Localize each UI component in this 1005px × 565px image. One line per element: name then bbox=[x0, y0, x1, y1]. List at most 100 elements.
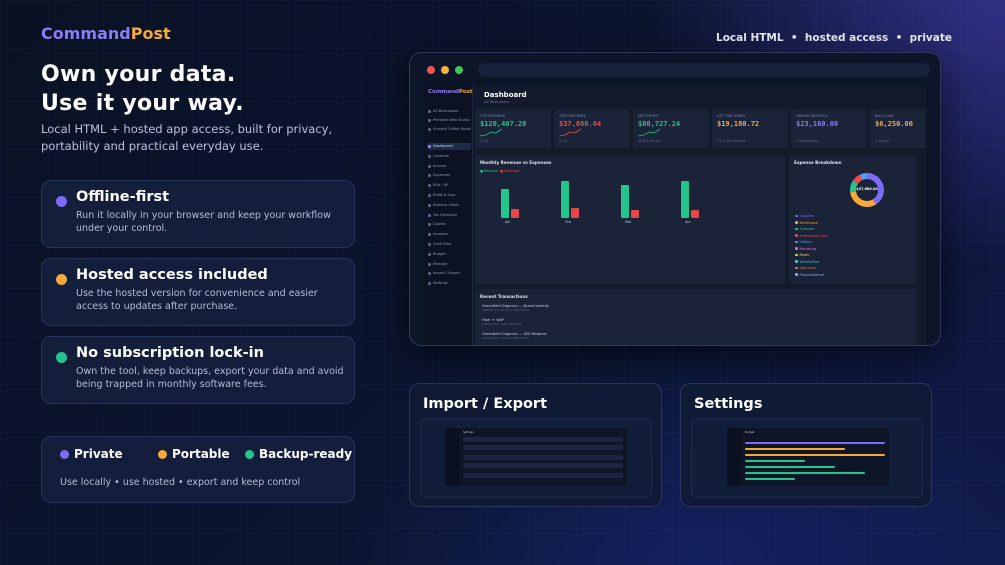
legend-expenses: ■ Expenses bbox=[500, 169, 520, 173]
sidebar-item-pinnacle-web-studio[interactable]: Pinnacle Web Studio bbox=[427, 117, 471, 124]
kpi-sub: 2026 bbox=[480, 139, 489, 143]
badge-label: Backup-ready bbox=[259, 447, 353, 461]
mini-sidebar bbox=[727, 428, 741, 486]
sidebar-item-quotes[interactable]: Quotes bbox=[427, 221, 471, 228]
bar-expenses-apr bbox=[691, 209, 699, 218]
mini-progress-line bbox=[745, 454, 885, 456]
transaction-row[interactable]: Greenfield Organics — SEO Retainer 2026-0… bbox=[482, 332, 547, 340]
bar-expenses-feb bbox=[571, 208, 579, 218]
card-settings: Settings Budget bbox=[680, 383, 932, 507]
sidebar-item-expenses[interactable]: Expenses bbox=[427, 172, 471, 179]
brand-part-post: Post bbox=[130, 24, 171, 43]
maximize-window-icon[interactable] bbox=[455, 66, 463, 74]
kpi-label: UNPAID INVOICES bbox=[796, 114, 828, 118]
headline: Own your data. Use it your way. bbox=[41, 60, 244, 118]
card-title: Import / Export bbox=[423, 396, 548, 412]
kpi-value: $120,407.20 bbox=[480, 120, 527, 128]
kpi-label: BILLS DUE bbox=[875, 114, 894, 118]
kpi-label: YTD REVENUE bbox=[480, 114, 506, 118]
sidebar-item-income[interactable]: Income bbox=[427, 163, 471, 170]
transaction-row[interactable]: Greenfield Organics — Brand Identity 2026… bbox=[482, 304, 549, 312]
sidebar-item-all-businesses[interactable]: All Businesses bbox=[427, 108, 471, 115]
transaction-meta: 2026-03-14 · Pinnacle Web Studio bbox=[482, 308, 530, 312]
badge-label: Private bbox=[74, 447, 123, 461]
mini-row bbox=[463, 445, 623, 450]
expense-item: Software bbox=[795, 227, 815, 231]
kpi-value: $23,160.00 bbox=[796, 120, 839, 128]
kpi-sub: 3 outstanding bbox=[796, 139, 819, 143]
dashboard-title: Dashboard bbox=[484, 91, 527, 99]
sidebar-item-balance-sheet[interactable]: Balance Sheet bbox=[427, 202, 471, 209]
bar-revenue-apr bbox=[681, 181, 689, 218]
sidebar-item-budget[interactable]: Budget bbox=[427, 251, 471, 258]
transaction-row[interactable]: Fiber + VoIP 2026-03-12 · Summit Coffee bbox=[482, 318, 522, 326]
transaction-name: Greenfield Organics — SEO Retainer bbox=[482, 332, 548, 336]
brand-part-command: Command bbox=[41, 24, 131, 43]
sidebar-item-mileage[interactable]: Mileage bbox=[427, 261, 471, 268]
card-preview: Budget bbox=[691, 418, 923, 498]
mini-progress-line bbox=[745, 442, 885, 444]
kpi-sparkline-line bbox=[638, 128, 660, 137]
kpi-card: BILLS DUE $6,250.00 2 unpaid bbox=[870, 109, 926, 148]
month-label: Mar bbox=[625, 220, 632, 224]
kpi-card: YTD EXPENSES $37,680.04 2026 bbox=[554, 109, 630, 148]
feature-card-hosted: Hosted access included Use the hosted ve… bbox=[41, 258, 355, 326]
kpi-label: NET PROFIT bbox=[638, 114, 660, 118]
sidebar-item-import-export[interactable]: Import / Export bbox=[427, 270, 471, 277]
sidebar-item-profit-loss[interactable]: Profit & Loss bbox=[427, 192, 471, 199]
revenue-chart-title: Monthly Revenue vs Expenses bbox=[480, 160, 552, 165]
mini-title: Budget bbox=[745, 431, 755, 434]
sidebar-item-contacts[interactable]: Contacts bbox=[427, 153, 471, 160]
expense-item: Phone/Internet bbox=[795, 273, 824, 277]
sidebar-item-summit-coffee-roasters[interactable]: Summit Coffee Roasters bbox=[427, 126, 471, 133]
expense-item: Insurance bbox=[795, 266, 816, 270]
card-import-export: Import / Export Settings bbox=[409, 383, 662, 507]
sidebar-item-settings[interactable]: Settings bbox=[427, 280, 471, 287]
bar-revenue-feb bbox=[561, 181, 569, 218]
sidebar-brand-part-1: Command bbox=[428, 89, 459, 95]
dashboard-content: Dashboard All Businesses YTD REVENUE $120… bbox=[473, 86, 926, 345]
tagline: Local HTML • hosted access • private bbox=[716, 32, 952, 44]
expense-item: Utilities bbox=[795, 240, 812, 244]
badge-note: Use locally • use hosted • export and ke… bbox=[60, 477, 301, 488]
badge-backup-ready: Backup-ready bbox=[245, 447, 352, 461]
app-screen: CommandPost All Businesses Pinnacle Web S… bbox=[423, 86, 926, 345]
sidebar-item-cash-flow[interactable]: Cash Flow bbox=[427, 241, 471, 248]
mini-row bbox=[463, 473, 623, 478]
bar-revenue-mar bbox=[621, 184, 629, 218]
kpi-sparkline bbox=[559, 128, 581, 137]
dashboard-window: CommandPost All Businesses Pinnacle Web S… bbox=[409, 52, 941, 346]
mini-row bbox=[463, 463, 623, 468]
sidebar-item-tax-estimator[interactable]: Tax Estimator bbox=[427, 212, 471, 219]
mini-row bbox=[463, 455, 623, 460]
close-window-icon[interactable] bbox=[427, 66, 435, 74]
sidebar-item-bills-ap[interactable]: Bills / AP bbox=[427, 182, 471, 189]
kpi-sparkline-line bbox=[480, 128, 502, 137]
feature-dot-icon bbox=[56, 352, 67, 363]
kpi-label: EST. TAX OWED bbox=[717, 114, 746, 118]
sidebar-item-dashboard[interactable]: Dashboard bbox=[427, 143, 471, 150]
kpi-value: $80,727.24 bbox=[638, 120, 681, 128]
sidebar-brand: CommandPost bbox=[428, 89, 473, 95]
mini-progress-line bbox=[745, 466, 835, 468]
feature-dot-icon bbox=[56, 274, 67, 285]
brand-logo: CommandPost bbox=[41, 24, 171, 43]
transaction-meta: 2026-03-12 · Summit Coffee bbox=[482, 322, 522, 326]
badge-dot-icon bbox=[60, 450, 69, 459]
recent-transactions-panel: Recent Transactions Greenfield Organics … bbox=[475, 289, 916, 345]
feature-card-no-subscription: No subscription lock-in Own the tool, ke… bbox=[41, 336, 355, 404]
minimize-window-icon[interactable] bbox=[441, 66, 449, 74]
address-bar[interactable] bbox=[478, 63, 930, 77]
expense-breakdown-panel: Expense Breakdown $37,680.04 Supplies Ren… bbox=[789, 155, 916, 284]
month-label: Feb bbox=[565, 220, 572, 224]
bar-expenses-mar bbox=[631, 209, 639, 218]
kpi-value: $6,250.00 bbox=[875, 120, 913, 128]
mini-progress-line bbox=[745, 448, 845, 450]
feature-title: No subscription lock-in bbox=[76, 345, 264, 361]
month-label: Apr bbox=[685, 220, 691, 224]
donut-slice bbox=[850, 173, 884, 207]
sidebar-item-invoices[interactable]: Invoices bbox=[427, 231, 471, 238]
expense-item: Vehicle/Fuel bbox=[795, 260, 820, 264]
bar-revenue-jan bbox=[501, 188, 509, 218]
badge-private: Private bbox=[60, 447, 123, 461]
